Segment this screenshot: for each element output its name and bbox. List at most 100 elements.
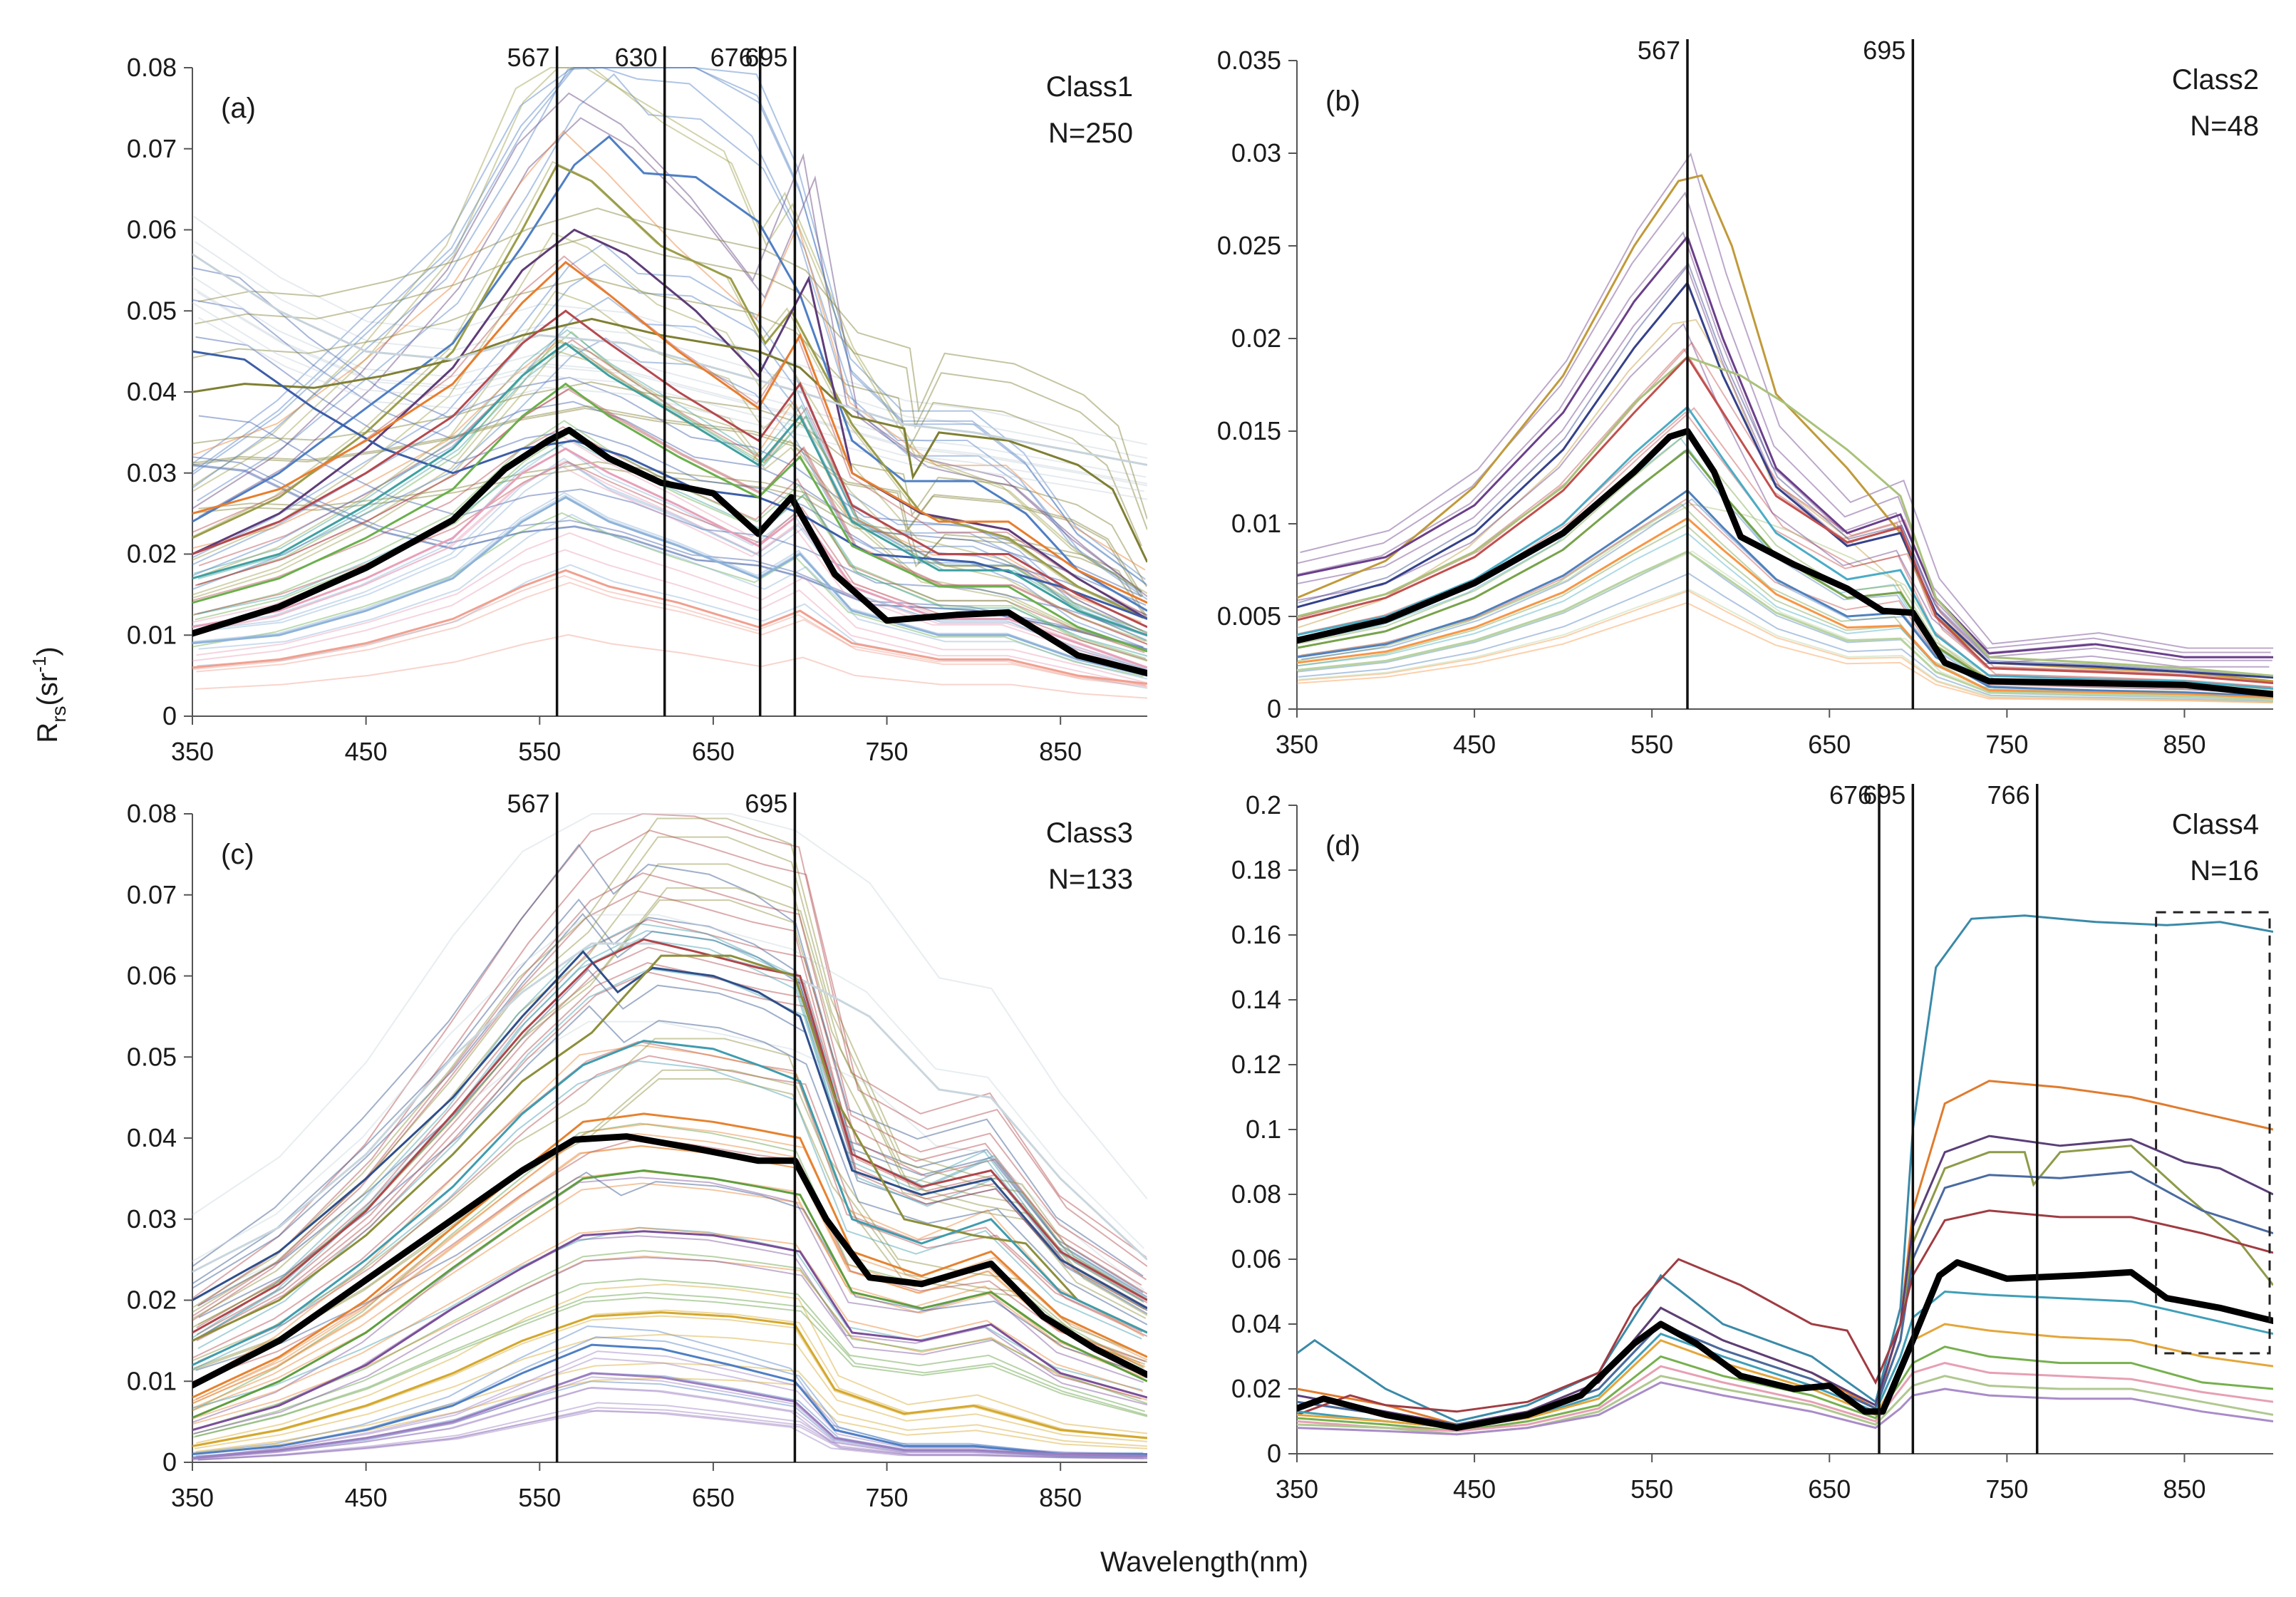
spectrum-line [1297, 322, 2270, 668]
spectrum-line [192, 1235, 1142, 1432]
spectrum-line [192, 66, 1142, 594]
spectrum-line [192, 92, 1142, 593]
spectrum-line [192, 812, 1147, 1299]
spectrum-olive-flat [192, 318, 1147, 563]
spectrum-line [192, 898, 1144, 1293]
plot-area [192, 66, 1147, 699]
wavelength-marker-label: 567 [507, 43, 550, 72]
spectrum-line [1298, 263, 2273, 677]
wavelength-marker-label: 695 [745, 789, 787, 818]
y-tick-label: 0 [162, 1447, 177, 1477]
spectrum-gold [192, 1311, 1147, 1447]
mean-spectrum [1297, 428, 2273, 698]
y-tick-label: 0.015 [1217, 416, 1281, 445]
panel-c: 0 0.01 0.02 0.03 0.04 0.05 0.06 0.07 0.08 350 450 5… [127, 789, 1147, 1512]
spectrum-line [195, 1377, 1147, 1454]
y-tick-label: 0.07 [127, 880, 177, 909]
mean-spectrum [192, 1133, 1147, 1389]
spectrum-line [192, 232, 1144, 632]
spectrum-line [192, 1410, 1144, 1461]
x-tick-label: 450 [345, 1483, 388, 1512]
spectrum-blue [1297, 489, 2273, 698]
spectrum-orange [192, 1112, 1147, 1399]
spectrum-teal [192, 1039, 1147, 1366]
spectrum-line [192, 890, 1142, 1321]
spectrum-light-blue [192, 496, 1147, 677]
spectrum-line [197, 291, 1147, 487]
y-tick-label: 0.02 [1231, 1374, 1281, 1403]
y-tick-label: 0.04 [1231, 1309, 1281, 1338]
spectrum-line [197, 73, 1147, 601]
y-tick-label: 0.1 [1246, 1115, 1281, 1144]
spectrum-line [192, 1315, 1147, 1447]
spectrum-pink [1297, 1362, 2273, 1432]
spectrum-line [195, 466, 1147, 620]
spectrum-line [192, 872, 1147, 1317]
panel-d: 0 0.02 0.04 0.06 0.08 0.1 0.12 0.14 0.16 0.18 0.2 3… [1231, 780, 2273, 1504]
spectrum-line [192, 549, 1147, 687]
x-tick-label: 750 [866, 1483, 909, 1512]
spectrum-line [192, 1386, 1147, 1460]
y-tick-label: 0.08 [127, 53, 177, 82]
wavelength-marker-label: 676 [710, 43, 753, 72]
spectrum-line [192, 255, 1147, 616]
spectrum-purple [192, 1230, 1147, 1431]
x-tick-label: 350 [171, 737, 214, 766]
spectrum-line [1298, 572, 2273, 702]
spectrum-line [196, 387, 1147, 645]
spectrum-olive [192, 954, 1147, 1342]
spectrum-line [198, 316, 1147, 500]
y-tick-label: 0.035 [1217, 46, 1281, 75]
x-tick-label: 350 [171, 1483, 214, 1512]
spectrum-line [194, 1333, 1147, 1449]
spectrum-blue-low [192, 1343, 1147, 1456]
spectrum-line [196, 946, 1147, 1335]
y-tick-label: 0.06 [127, 961, 177, 991]
spectrum-line [192, 242, 1142, 631]
x-tick-label: 350 [1276, 1474, 1318, 1504]
sample-count-label: N=16 [2190, 855, 2259, 887]
spectrum-line [192, 1250, 1147, 1431]
wavelength-marker-label: 567 [1638, 36, 1680, 65]
spectrum-line [1297, 498, 2272, 695]
spectrum-line [196, 971, 1147, 1342]
spectrum-line [198, 513, 1147, 680]
wavelength-marker-label: 676 [1829, 780, 1872, 810]
spectrum-teal [1297, 405, 2273, 690]
spectrum-line [192, 817, 1144, 1309]
y-tick-label: 0.07 [127, 134, 177, 163]
spectrum-orange [192, 261, 1147, 604]
spectrum-line [197, 1410, 1147, 1461]
y-tick-label: 0.02 [1231, 324, 1281, 353]
spectrum-navy [192, 950, 1147, 1310]
y-tick-label: 0.01 [127, 1366, 177, 1395]
spectrum-lavender [1297, 1381, 2273, 1436]
spectrum-line [193, 215, 1147, 445]
spectrum-olive-peak [192, 163, 1147, 620]
x-tick-label: 450 [1453, 1474, 1496, 1504]
x-tick-label: 350 [1276, 730, 1318, 759]
spectrum-line [195, 1291, 1147, 1437]
panel-label: (b) [1325, 86, 1360, 117]
spectrum-line [1300, 152, 2273, 649]
spectrum-line [192, 464, 1147, 650]
spectrum-green [192, 1169, 1147, 1419]
spectrum-line [193, 1256, 1147, 1435]
spectrum-line [192, 381, 1147, 587]
spectrum-line [198, 338, 1147, 634]
y-tick-label: 0.03 [1231, 138, 1281, 167]
spectrum-brick [192, 309, 1147, 629]
x-tick-label: 550 [518, 1483, 561, 1512]
y-tick-label: 0.05 [127, 1042, 177, 1071]
panel-label: (d) [1325, 830, 1360, 862]
spectrum-blue-dip [192, 350, 1147, 620]
x-tick-label: 750 [1985, 730, 2028, 759]
spectrum-line [192, 843, 1144, 1277]
spectrum-line [195, 1172, 1147, 1376]
panel-label: (c) [221, 839, 254, 870]
spectrum-sage [1297, 356, 2273, 677]
spectrum-line [192, 299, 1147, 606]
x-tick-label: 650 [1808, 730, 1851, 759]
x-tick-label: 550 [1630, 730, 1673, 759]
spectrum-line [196, 582, 1147, 688]
